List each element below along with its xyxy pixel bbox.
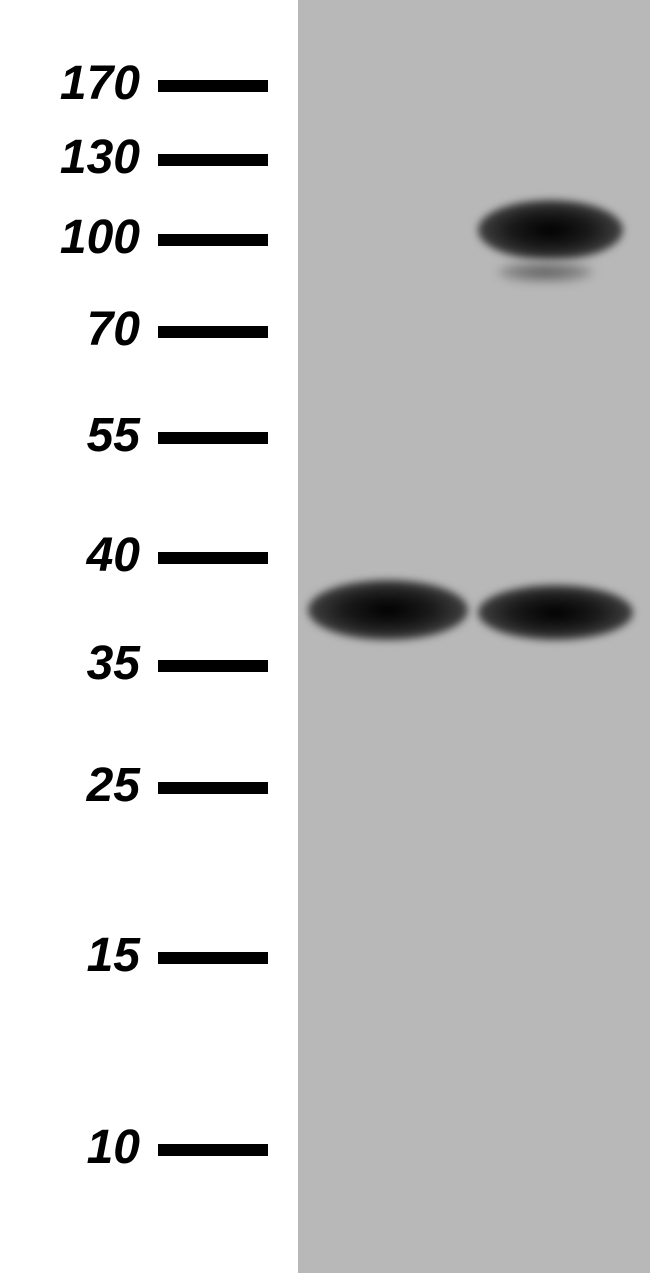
ladder-label-100: 100 <box>0 210 140 265</box>
ladder-tick-70 <box>158 326 268 338</box>
band-right-37kda <box>478 585 633 640</box>
ladder-label-55: 55 <box>0 408 140 463</box>
ladder-tick-55 <box>158 432 268 444</box>
ladder-label-35: 35 <box>0 636 140 691</box>
band-left-37kda <box>308 580 468 640</box>
ladder-tick-35 <box>158 660 268 672</box>
ladder-label-40: 40 <box>0 528 140 583</box>
ladder-tick-40 <box>158 552 268 564</box>
band-right-100kda <box>478 200 623 260</box>
ladder-label-15: 15 <box>0 928 140 983</box>
ladder-tick-25 <box>158 782 268 794</box>
ladder-label-70: 70 <box>0 302 140 357</box>
ladder-tick-170 <box>158 80 268 92</box>
ladder-tick-130 <box>158 154 268 166</box>
ladder-label-10: 10 <box>0 1120 140 1175</box>
ladder-label-25: 25 <box>0 758 140 813</box>
ladder-tick-10 <box>158 1144 268 1156</box>
ladder-label-130: 130 <box>0 130 140 185</box>
band-right-85kda <box>498 262 593 282</box>
ladder-tick-100 <box>158 234 268 246</box>
ladder-label-170: 170 <box>0 56 140 111</box>
ladder-tick-15 <box>158 952 268 964</box>
